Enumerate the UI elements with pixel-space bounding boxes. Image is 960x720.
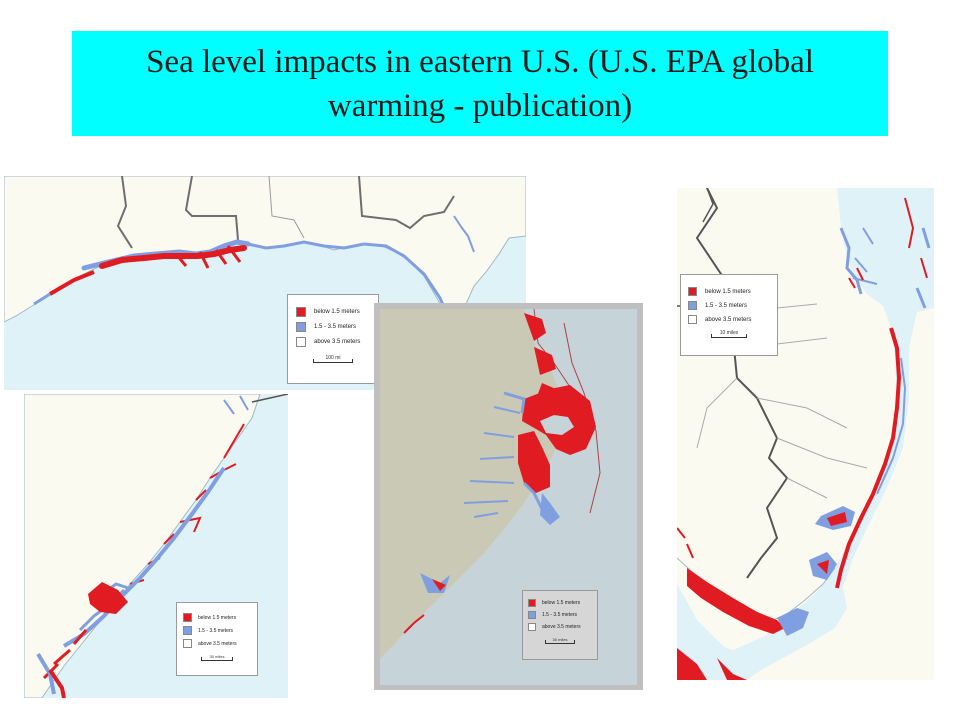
legend-label-below: below 1.5 meters xyxy=(705,288,751,295)
gulf-map-legend: below 1.5 meters 1.5 - 3.5 meters above … xyxy=(287,294,379,384)
new-jersey-map: below 1.5 meters 1.5 - 3.5 meters above … xyxy=(677,188,934,680)
mid-swatch xyxy=(688,301,697,310)
scale-bar xyxy=(201,657,233,661)
above-swatch xyxy=(183,639,192,648)
scale-bar xyxy=(711,334,747,338)
below-swatch xyxy=(296,307,306,317)
legend-label-above: above 3.5 meters xyxy=(542,624,581,630)
title-banner: Sea level impacts in eastern U.S. (U.S. … xyxy=(72,31,888,136)
legend-label-below: below 1.5 meters xyxy=(198,614,237,621)
above-swatch xyxy=(296,337,306,347)
legend-label-below: below 1.5 meters xyxy=(542,600,581,606)
legend-label-below: below 1.5 meters xyxy=(314,309,360,315)
mid-swatch xyxy=(528,611,536,619)
north-carolina-map: below 1.5 meters 1.5 - 3.5 meters above … xyxy=(374,303,643,690)
legend-label-mid: 1.5 - 3.5 meters xyxy=(198,627,234,634)
scale-label: 10 miles xyxy=(719,330,739,336)
legend-label-above: above 3.5 meters xyxy=(705,316,752,323)
new-jersey-map-graphic xyxy=(677,188,934,680)
legend-label-above: above 3.5 meters xyxy=(314,339,361,345)
legend-label-mid: 1.5 - 3.5 meters xyxy=(314,324,357,330)
page-title: Sea level impacts in eastern U.S. (U.S. … xyxy=(146,43,814,124)
carolinas-map-legend: below 1.5 meters 1.5 - 3.5 meters above … xyxy=(176,602,258,676)
legend-label-mid: 1.5 - 3.5 meters xyxy=(542,612,578,618)
new-jersey-map-legend: below 1.5 meters 1.5 - 3.5 meters above … xyxy=(680,274,778,356)
scale-bar xyxy=(313,359,353,363)
scale-label: 30 miles xyxy=(552,637,568,642)
mid-swatch xyxy=(296,322,306,332)
scale-bar xyxy=(545,640,575,644)
above-swatch xyxy=(528,623,536,631)
legend-label-mid: 1.5 - 3.5 meters xyxy=(705,302,748,309)
below-swatch xyxy=(183,613,192,622)
below-swatch xyxy=(528,599,536,607)
below-swatch xyxy=(688,287,697,296)
legend-label-above: above 3.5 meters xyxy=(198,640,237,647)
scale-label: 30 miles xyxy=(209,654,225,659)
mid-swatch xyxy=(183,626,192,635)
carolinas-map: below 1.5 meters 1.5 - 3.5 meters above … xyxy=(24,394,288,698)
above-swatch xyxy=(688,315,697,324)
north-carolina-map-legend: below 1.5 meters 1.5 - 3.5 meters above … xyxy=(522,590,598,660)
gulf-coast-map-graphic xyxy=(4,176,526,390)
scale-label: 100 mi xyxy=(325,355,341,361)
carolinas-map-graphic xyxy=(24,394,288,698)
north-carolina-map-graphic xyxy=(374,303,643,690)
